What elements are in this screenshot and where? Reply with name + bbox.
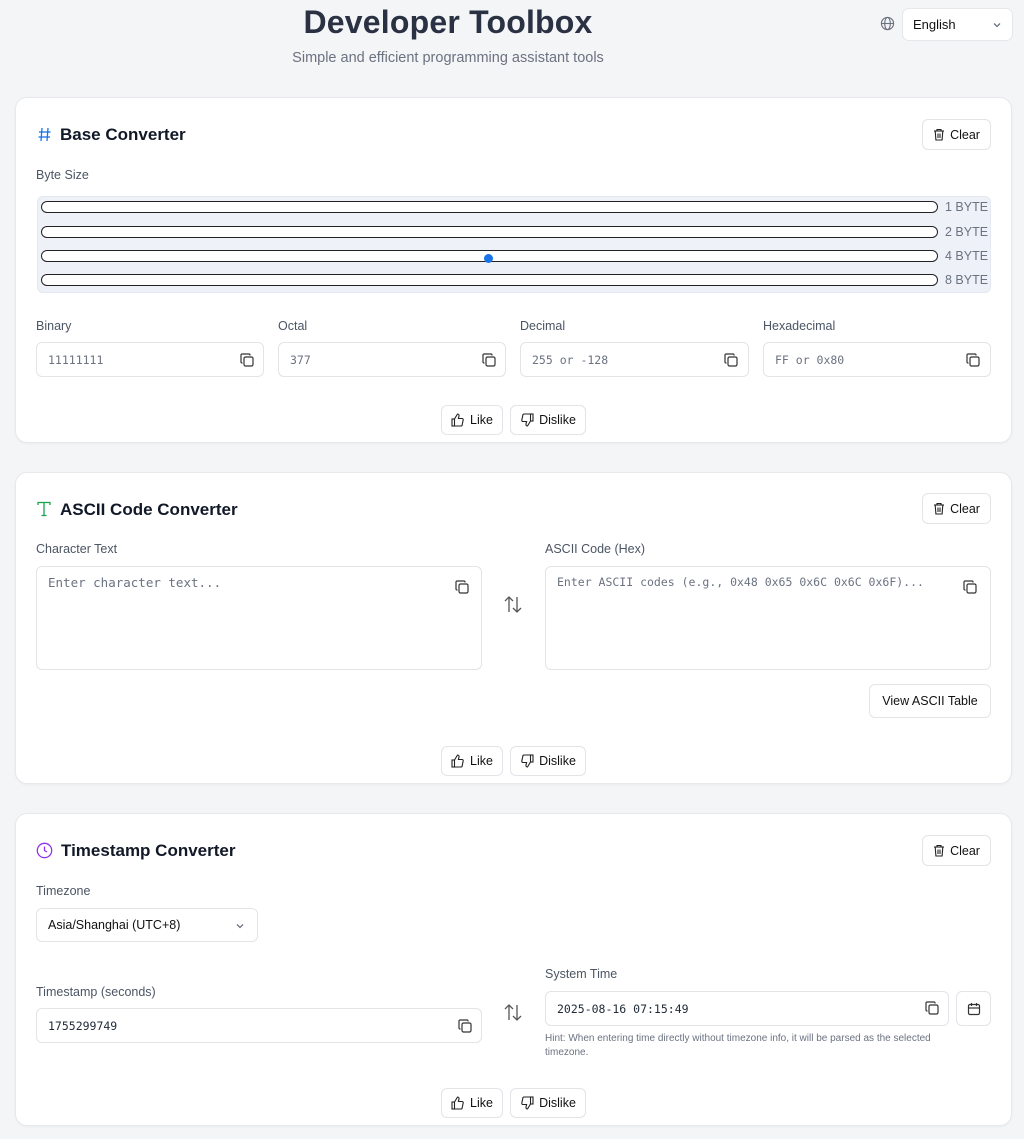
binary-label: Binary (36, 319, 72, 333)
byte-size-option-8[interactable] (41, 274, 938, 286)
thumbs-down-icon (520, 754, 534, 768)
timezone-label: Timezone (36, 884, 91, 898)
text-type-icon (37, 501, 51, 517)
dislike-label: Dislike (539, 754, 576, 768)
view-ascii-table-button[interactable]: View ASCII Table (869, 684, 991, 718)
calendar-icon (967, 1002, 981, 1016)
chevron-down-icon (992, 20, 1002, 30)
trash-icon (933, 128, 945, 141)
language-select-value: English (913, 17, 956, 32)
globe-icon (880, 16, 895, 31)
hash-icon (37, 126, 52, 143)
timezone-hint: Hint: When entering time directly withou… (545, 1033, 931, 1058)
thumbs-down-icon (520, 413, 534, 427)
thumbs-up-icon (451, 1096, 465, 1110)
thumbs-up-icon (451, 413, 465, 427)
page-subtitle: Simple and efficient programming assista… (292, 50, 604, 66)
byte-size-option-label: 8 BYTE (945, 273, 989, 287)
byte-size-label: Byte Size (36, 168, 89, 182)
system-time-input[interactable]: 2025-08-16 07:15:49 (545, 991, 949, 1026)
copy-icon[interactable] (966, 353, 980, 367)
copy-icon[interactable] (240, 353, 254, 367)
clear-label: Clear (950, 843, 980, 858)
dislike-label: Dislike (539, 413, 576, 427)
byte-size-option-label: 4 BYTE (945, 249, 989, 263)
byte-size-option-label: 2 BYTE (945, 225, 989, 239)
timestamp-value: 1755299749 (48, 1018, 118, 1033)
base-converter-title: Base Converter (60, 125, 186, 144)
character-text-input[interactable] (36, 566, 482, 670)
octal-input[interactable]: 377 (278, 342, 506, 377)
copy-icon[interactable] (458, 1019, 472, 1033)
decimal-placeholder: 255 or -128 (532, 352, 609, 367)
byte-size-option-1[interactable] (41, 201, 938, 213)
timestamp-converter-title: Timestamp Converter (61, 841, 236, 860)
timestamp-dislike-button[interactable]: Dislike (510, 1088, 586, 1118)
hexadecimal-input[interactable]: FF or 0x80 (763, 342, 991, 377)
swap-vertical-icon[interactable] (503, 1003, 523, 1022)
copy-icon[interactable] (963, 580, 977, 594)
copy-icon[interactable] (482, 353, 496, 367)
ascii-hex-label: ASCII Code (Hex) (545, 542, 646, 556)
chevron-down-icon (235, 921, 245, 931)
base-dislike-button[interactable]: Dislike (510, 405, 586, 435)
timestamp-seconds-label: Timestamp (seconds) (36, 985, 156, 999)
clear-label: Clear (950, 501, 980, 516)
system-time-label: System Time (545, 967, 618, 981)
trash-icon (933, 844, 945, 857)
timestamp-like-button[interactable]: Like (441, 1088, 503, 1118)
ascii-like-button[interactable]: Like (441, 746, 503, 776)
octal-label: Octal (278, 319, 308, 333)
clear-label: Clear (950, 127, 980, 142)
copy-icon[interactable] (925, 1001, 939, 1015)
copy-icon[interactable] (455, 580, 469, 594)
swap-vertical-icon[interactable] (503, 595, 523, 614)
character-text-label: Character Text (36, 542, 118, 556)
octal-placeholder: 377 (290, 352, 311, 367)
like-label: Like (470, 413, 493, 427)
hexadecimal-label: Hexadecimal (763, 319, 836, 333)
trash-icon (933, 502, 945, 515)
timezone-select[interactable]: Asia/Shanghai (UTC+8) (36, 908, 258, 942)
copy-icon[interactable] (724, 353, 738, 367)
timezone-select-value: Asia/Shanghai (UTC+8) (48, 918, 181, 932)
thumbs-down-icon (520, 1096, 534, 1110)
timestamp-input[interactable]: 1755299749 (36, 1008, 482, 1043)
binary-placeholder: 11111111 (48, 352, 104, 367)
dislike-label: Dislike (539, 1096, 576, 1110)
timestamp-converter-card (15, 813, 1012, 1126)
system-time-value: 2025-08-16 07:15:49 (557, 1001, 689, 1016)
hexadecimal-placeholder: FF or 0x80 (775, 352, 845, 367)
binary-input[interactable]: 11111111 (36, 342, 264, 377)
language-select[interactable]: English (902, 8, 1013, 41)
date-picker-button[interactable] (956, 991, 991, 1026)
byte-size-selected-indicator[interactable] (484, 254, 493, 263)
decimal-input[interactable]: 255 or -128 (520, 342, 749, 377)
ascii-converter-title: ASCII Code Converter (60, 500, 238, 519)
base-clear-button[interactable]: Clear (922, 119, 991, 150)
decimal-label: Decimal (520, 319, 566, 333)
timestamp-clear-button[interactable]: Clear (922, 835, 991, 866)
like-label: Like (470, 754, 493, 768)
byte-size-option-label: 1 BYTE (945, 200, 989, 214)
ascii-clear-button[interactable]: Clear (922, 493, 991, 524)
clock-icon (36, 842, 53, 859)
page-title: Developer Toolbox (303, 4, 593, 40)
ascii-hex-input[interactable] (545, 566, 991, 670)
like-label: Like (470, 1096, 493, 1110)
ascii-dislike-button[interactable]: Dislike (510, 746, 586, 776)
thumbs-up-icon (451, 754, 465, 768)
base-like-button[interactable]: Like (441, 405, 503, 435)
byte-size-option-2[interactable] (41, 226, 938, 238)
